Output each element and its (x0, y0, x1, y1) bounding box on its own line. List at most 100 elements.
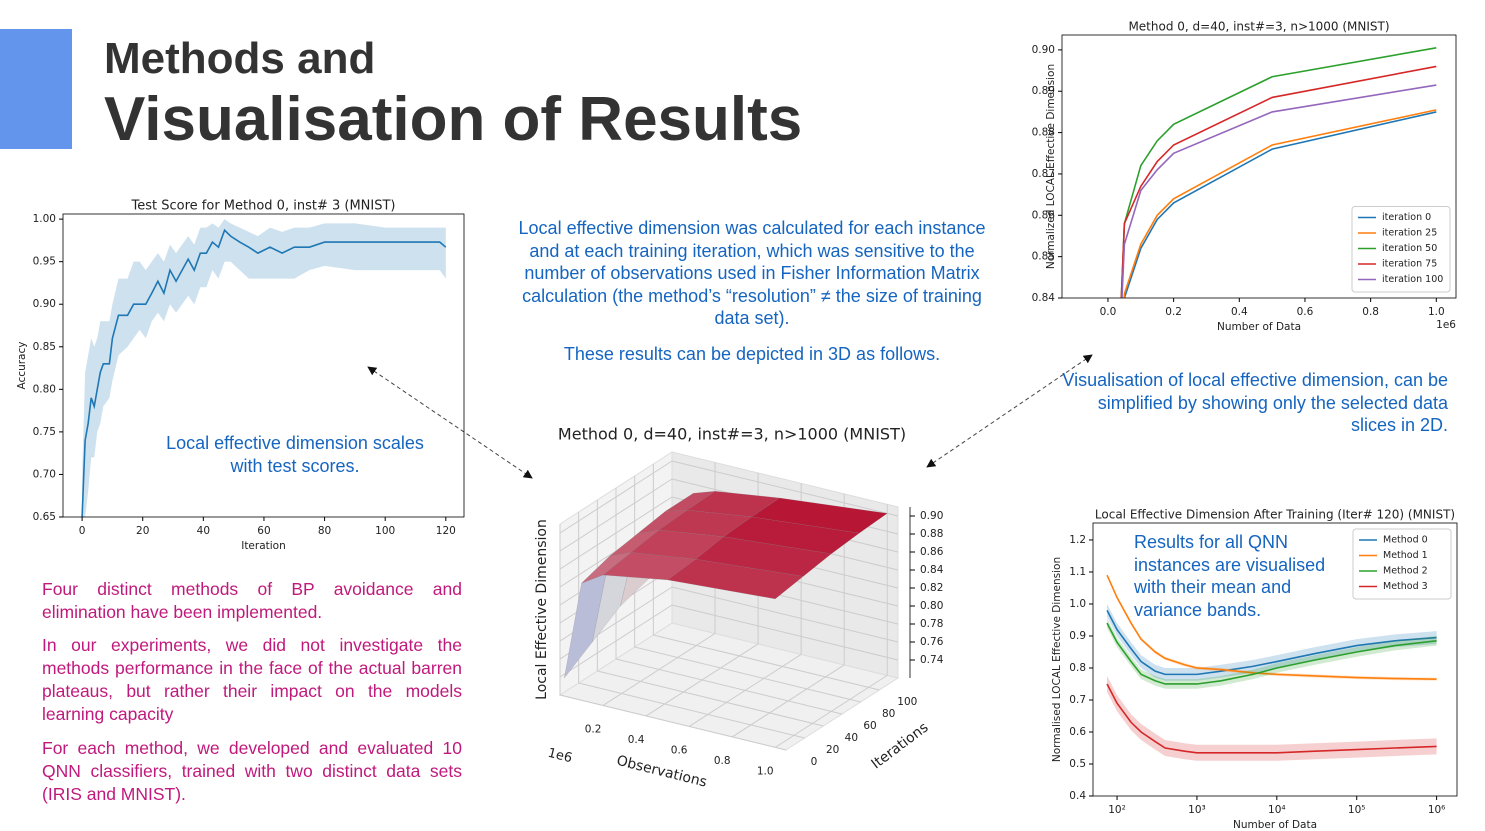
y-axis-label: Normalized LOCAL Effective Dimension (1045, 64, 1057, 269)
center-text: Local effective dimension was calculated… (518, 218, 986, 328)
y-tick-label: 0.70 (33, 468, 56, 480)
grid-line (559, 496, 673, 570)
x-axis-label: Iteration (241, 540, 286, 552)
y-tick-label: 1.1 (1069, 566, 1086, 578)
y-tick-label: 60 (863, 720, 876, 732)
grid-line (653, 634, 880, 691)
x-offset-label: 1e6 (546, 746, 573, 766)
chart-title: Method 0, d=40, inst#=3, n>1000 (MNIST) (1128, 20, 1389, 34)
x-tick-label: 10³ (1188, 804, 1206, 816)
y-tick-label: 0.88 (1032, 127, 1055, 139)
y-tick-label: 0.85 (33, 341, 56, 353)
grid-line (578, 682, 805, 739)
y-tick-label: 0.89 (1032, 85, 1055, 97)
x-tick-label: 10⁴ (1268, 804, 1286, 816)
surface-patch (750, 497, 888, 534)
y-tick-label: 1.2 (1069, 534, 1086, 546)
line (1106, 574, 1437, 680)
grid-line (671, 460, 899, 517)
y-tick-label: 0.85 (1032, 251, 1055, 263)
legend-label: iteration 75 (1382, 259, 1437, 270)
legend-label: iteration 100 (1382, 274, 1443, 285)
grid-line (559, 460, 673, 534)
y-tick-label: 0.84 (1032, 292, 1056, 304)
x-tick-label: 60 (257, 525, 270, 537)
legend-label: Method 3 (1383, 581, 1428, 592)
chart-note: Results for all QNN instances are visual… (1134, 532, 1326, 620)
grid-line (671, 586, 899, 643)
x-tick-label: 0.4 (628, 734, 645, 746)
x-tick-label: 0.8 (714, 755, 731, 767)
x-tick-label: 0.2 (1165, 306, 1182, 318)
x-offset-label: 1e6 (1436, 319, 1456, 331)
x-tick-label: 80 (318, 525, 331, 537)
y-tick-label: 0.5 (1069, 758, 1086, 770)
band (1107, 618, 1437, 689)
grid-line (634, 646, 861, 703)
line (1123, 109, 1437, 298)
chart-title: Local Effective Dimension After Training… (1095, 508, 1455, 522)
z-tick-label: 0.74 (920, 654, 944, 666)
grid-line (559, 694, 787, 751)
x-tick-label: 0.6 (671, 744, 688, 756)
z-tick-label: 0.86 (920, 546, 944, 558)
x-tick-label: 10⁵ (1348, 804, 1366, 816)
z-tick-label: 0.80 (920, 600, 943, 612)
y-tick-label: 40 (845, 732, 858, 744)
legend-label: Method 1 (1383, 550, 1428, 561)
plot-area (81, 219, 447, 517)
y-tick-label: 0.65 (33, 511, 56, 523)
legend-label: iteration 25 (1382, 228, 1437, 239)
arrow (926, 354, 1093, 468)
accent-bar (0, 29, 72, 149)
z-tick-label: 0.76 (920, 636, 944, 648)
grid-line (615, 658, 843, 715)
grid-line (559, 604, 673, 678)
y-tick-label: 0.87 (1032, 168, 1055, 180)
x-tick-label: 0.0 (1100, 306, 1117, 318)
legend-label: Method 2 (1383, 566, 1428, 577)
band (1107, 603, 1437, 681)
y-tick-label: 1.00 (33, 213, 56, 225)
grid-line (597, 670, 824, 727)
y-tick-label: 0.75 (33, 426, 56, 438)
x-axis-label: Number of Data (1233, 819, 1317, 831)
z-tick-label: 0.84 (920, 564, 944, 576)
y-tick-label: 0.6 (1069, 726, 1086, 738)
right-text: Visualisation of local effective dimensi… (1062, 370, 1448, 435)
chart-title: Method 0, d=40, inst#=3, n>1000 (MNIST) (558, 425, 906, 444)
x-axis-label: Number of Data (1217, 321, 1301, 333)
plot-area (1120, 47, 1437, 298)
x-tick-label: 0.6 (1297, 306, 1314, 318)
line (1121, 84, 1437, 298)
x-tick-label: 0.4 (1231, 306, 1248, 318)
z-tick-label: 0.90 (920, 510, 943, 522)
band (1107, 675, 1437, 761)
x-tick-label: 0 (79, 525, 86, 537)
y-tick-label: 0.9 (1069, 630, 1086, 642)
y-tick-label: 0.90 (33, 298, 56, 310)
x-tick-label: 100 (375, 525, 395, 537)
y-tick-label: 0.90 (1032, 44, 1055, 56)
line (1123, 111, 1437, 298)
line (1106, 622, 1437, 685)
x-tick-label: 1.0 (757, 765, 774, 777)
legend-label: iteration 0 (1382, 212, 1431, 223)
legend-box (1351, 206, 1451, 293)
y-tick-label: 0.7 (1069, 694, 1086, 706)
paragraph: For each method, we developed and evalua… (42, 738, 462, 804)
z-tick-label: 0.88 (920, 528, 943, 540)
y-axis-label: Accuracy (16, 342, 28, 390)
grid-line (671, 604, 899, 661)
x-tick-label: 0.2 (585, 723, 602, 735)
x-tick-label: 1.0 (1428, 306, 1445, 318)
x-tick-label: 10⁶ (1428, 804, 1446, 816)
x-tick-label: 40 (197, 525, 210, 537)
y-tick-label: 100 (897, 696, 917, 708)
z-axis-label: Local Effective Dimension (534, 519, 550, 700)
y-tick-label: 0.86 (1032, 209, 1056, 221)
band (82, 219, 446, 517)
y-axis-label: Iterations (869, 720, 932, 773)
title-line2: Visualisation of Results (104, 85, 803, 154)
